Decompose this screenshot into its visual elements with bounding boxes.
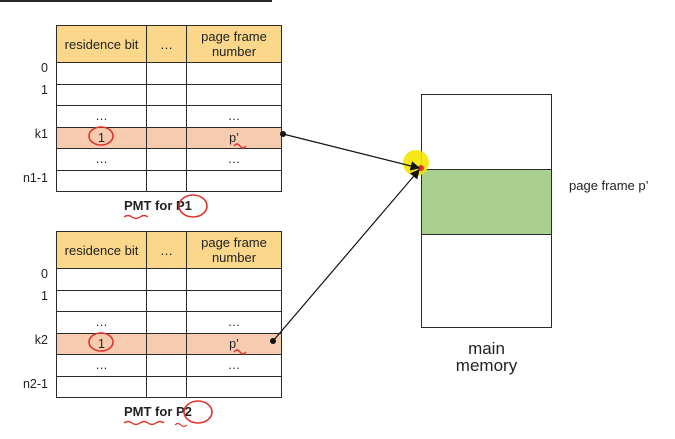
table-cell: … — [56, 311, 147, 334]
pmt-row-0 — [56, 268, 282, 291]
row-label: n1-1 — [22, 171, 48, 185]
table-cell — [56, 83, 147, 106]
row-label: k2 — [34, 333, 48, 347]
header-residence-bit: residence bit — [56, 231, 147, 269]
memory-region-upper — [421, 94, 552, 170]
memory-label-line1: main — [468, 339, 505, 358]
pmt-row-last — [56, 169, 282, 192]
pmt-table-p1: residence bit … page frame number …… 1 p’… — [56, 25, 282, 192]
pmt-caption-p1: PMT for P1 — [124, 198, 192, 213]
residence-bit-value: 1 — [56, 332, 147, 355]
table-cell — [146, 83, 187, 106]
row-label: k1 — [34, 127, 48, 141]
pmt-table-p2: residence bit … page frame number …… 1 p’… — [56, 231, 282, 398]
table-cell — [146, 126, 187, 149]
table-cell — [56, 375, 147, 398]
cropped-title-remnant — [0, 0, 272, 2]
pmt-row-0 — [56, 62, 282, 85]
process-name: P2 — [176, 404, 192, 419]
table-cell — [186, 169, 282, 192]
table-cell — [186, 83, 282, 106]
mapping-arrow-p1 — [282, 133, 421, 171]
pmt-header-row: residence bit … page frame number — [56, 231, 282, 269]
pmt-row-ellipsis: …… — [56, 105, 282, 128]
table-cell: … — [186, 105, 282, 128]
annotation-underline — [123, 214, 149, 220]
process-name: P1 — [176, 198, 192, 213]
table-cell: … — [186, 354, 282, 377]
pmt-row-1 — [56, 289, 282, 312]
page-frame-block — [421, 169, 552, 235]
table-cell — [146, 375, 187, 398]
pmt-row-ellipsis: …… — [56, 354, 282, 377]
table-cell — [146, 311, 187, 334]
table-cell — [146, 289, 187, 312]
pmt-row-k2: 1 p’ — [56, 332, 282, 355]
row-label: n2-1 — [22, 377, 48, 391]
table-cell — [186, 289, 282, 312]
annotation-underline — [123, 420, 165, 426]
page-frame-label: page frame p’ — [569, 178, 649, 193]
table-cell — [56, 169, 147, 192]
pmt-row-last — [56, 375, 282, 398]
table-cell — [146, 268, 187, 291]
mapping-arrow-p2 — [272, 169, 420, 342]
table-cell — [146, 354, 187, 377]
table-cell — [56, 268, 147, 291]
pmt-row-1 — [56, 83, 282, 106]
pmt-caption-p2: PMT for P2 — [124, 404, 192, 419]
memory-region-lower — [421, 234, 552, 328]
table-cell — [146, 148, 187, 171]
table-cell — [146, 169, 187, 192]
table-cell: … — [56, 148, 147, 171]
header-ellipsis: … — [146, 231, 187, 269]
table-cell: … — [56, 354, 147, 377]
row-label: 0 — [41, 267, 48, 281]
header-ellipsis: … — [146, 25, 187, 63]
table-cell — [146, 105, 187, 128]
table-cell: … — [186, 148, 282, 171]
table-cell — [146, 62, 187, 85]
row-label: 0 — [41, 61, 48, 75]
memory-label-line2: memory — [455, 356, 518, 375]
pmt-header-row: residence bit … page frame number — [56, 25, 282, 63]
table-cell: … — [56, 105, 147, 128]
row-label: 1 — [41, 289, 48, 303]
annotation-squiggle — [174, 422, 188, 428]
table-cell — [186, 375, 282, 398]
header-residence-bit: residence bit — [56, 25, 147, 63]
table-cell — [186, 268, 282, 291]
pmt-row-k1: 1 p’ — [56, 126, 282, 149]
table-cell — [56, 62, 147, 85]
table-cell — [56, 289, 147, 312]
table-cell — [186, 62, 282, 85]
table-cell — [146, 332, 187, 355]
header-page-frame-number: page frame number — [186, 231, 282, 269]
residence-bit-value: 1 — [56, 126, 147, 149]
pmt-row-ellipsis: …… — [56, 148, 282, 171]
row-label: 1 — [41, 83, 48, 97]
frame-number-value: p’ — [186, 126, 282, 149]
pmt-row-ellipsis: …… — [56, 311, 282, 334]
frame-number-value: p’ — [186, 332, 282, 355]
header-page-frame-number: page frame number — [186, 25, 282, 63]
table-cell: … — [186, 311, 282, 334]
